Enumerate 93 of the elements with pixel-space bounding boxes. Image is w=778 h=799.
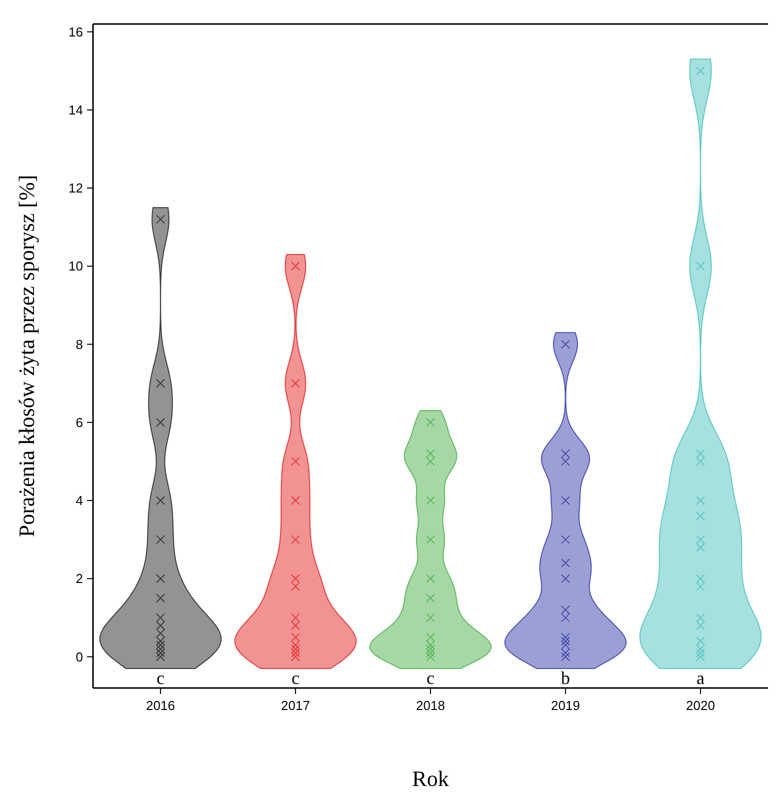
point: [156, 594, 165, 603]
point: [426, 613, 435, 622]
y-axis-title: Porażenia kłosów żyta przez sporysz [%]: [14, 174, 39, 538]
point: [156, 214, 165, 224]
point: [696, 535, 705, 544]
point: [696, 512, 705, 521]
point: [561, 636, 570, 646]
point: [156, 640, 165, 650]
point: [426, 496, 435, 506]
y-tick-label: 2: [76, 571, 83, 586]
point: [696, 621, 705, 630]
point: [291, 621, 300, 630]
point: [426, 632, 435, 642]
point: [561, 605, 570, 614]
annotation: c: [292, 668, 300, 688]
y-tick-label: 10: [68, 258, 83, 274]
point: [696, 66, 705, 76]
y-tick-label: 12: [68, 180, 83, 196]
point: [426, 644, 435, 654]
point: [291, 535, 300, 544]
x-tick-label: 2016: [146, 698, 175, 713]
point: [291, 574, 300, 584]
point: [291, 640, 300, 650]
x-tick-label: 2019: [551, 698, 580, 713]
point: [156, 418, 165, 427]
annotation: a: [696, 668, 704, 688]
point: [156, 613, 165, 622]
point: [426, 535, 435, 544]
point: [426, 652, 435, 662]
point: [561, 456, 570, 466]
x-tick-label: 2017: [281, 698, 310, 713]
point: [291, 613, 300, 622]
point: [291, 652, 300, 662]
y-tick-label: 14: [68, 102, 83, 118]
y-tick-label: 6: [76, 414, 83, 430]
point: [696, 613, 705, 622]
point: [696, 456, 705, 466]
x-tick-label: 2018: [416, 698, 445, 713]
point: [426, 574, 435, 584]
point: [291, 496, 300, 506]
y-tick-label: 16: [68, 24, 83, 40]
point: [156, 628, 165, 638]
point: [561, 632, 570, 642]
point: [156, 652, 165, 662]
point: [561, 648, 570, 658]
point: [561, 613, 570, 622]
y-tick-label: 4: [76, 493, 83, 508]
point: [696, 644, 705, 654]
y-tick-label: 8: [76, 336, 83, 352]
point: [156, 496, 165, 506]
point: [156, 636, 165, 646]
point: [291, 582, 300, 591]
x-axis-title: Rok: [412, 766, 449, 791]
point: [291, 378, 300, 388]
point: [561, 558, 570, 568]
point: [561, 340, 570, 349]
point: [426, 648, 435, 658]
point: [426, 640, 435, 650]
point: [426, 418, 435, 427]
point: [561, 574, 570, 584]
point: [696, 262, 705, 271]
point: [696, 652, 705, 662]
point: [561, 640, 570, 650]
point: [696, 582, 705, 591]
point: [696, 449, 705, 458]
point: [426, 456, 435, 466]
point: [291, 648, 300, 658]
x-tick-label: 2020: [686, 698, 715, 713]
point: [426, 594, 435, 603]
point: [156, 574, 165, 584]
point: [156, 644, 165, 654]
point: [156, 648, 165, 658]
point: [696, 496, 705, 506]
point: [156, 378, 165, 388]
y-tick-label: 0: [76, 649, 83, 664]
point: [156, 621, 165, 630]
annotation: b: [561, 668, 570, 688]
point: [561, 535, 570, 544]
point: [561, 496, 570, 506]
annotation: c: [156, 668, 164, 688]
point: [291, 632, 300, 642]
point: [561, 652, 570, 662]
point: [696, 542, 705, 552]
point: [696, 636, 705, 646]
point: [426, 449, 435, 458]
point: [696, 648, 705, 658]
annotation: c: [426, 668, 434, 688]
point: [291, 262, 300, 271]
point: [291, 644, 300, 654]
point: [561, 449, 570, 458]
point: [156, 535, 165, 544]
point: [696, 574, 705, 584]
point: [291, 456, 300, 466]
